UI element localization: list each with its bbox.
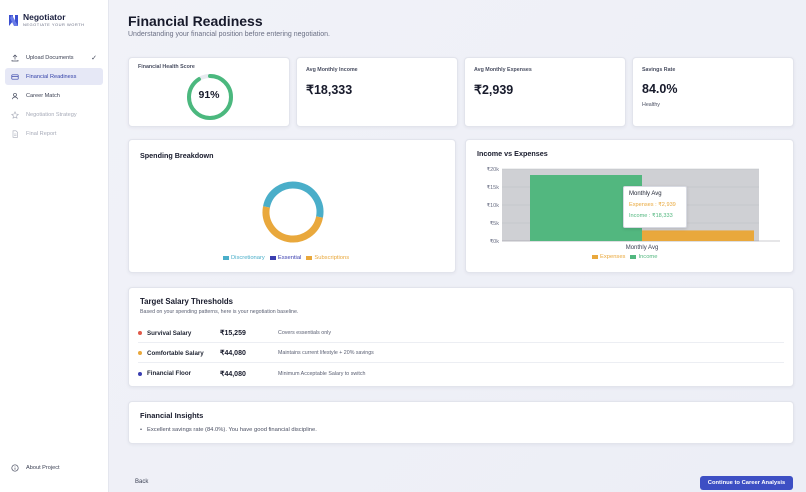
health-score-arc: [187, 74, 233, 120]
sidebar-item-label: Negotiation Strategy: [26, 111, 77, 118]
threshold-description: Minimum Acceptable Salary to switch: [278, 370, 366, 377]
income-card: Avg Monthly Income ₹18,333: [296, 57, 458, 127]
health-score-value: 91%: [198, 89, 220, 101]
card-icon: [11, 73, 19, 81]
spending-breakdown-card: Spending Breakdown Discretionary Essenti…: [128, 139, 456, 273]
back-button[interactable]: Back: [135, 479, 149, 485]
income-label: Avg Monthly Income: [306, 67, 358, 73]
legend-item-discretionary[interactable]: Discretionary: [223, 255, 265, 261]
main-content: Financial Readiness Understanding your f…: [109, 0, 806, 492]
sidebar-item-career-match[interactable]: Career Match: [5, 87, 103, 104]
page-subtitle: Understanding your financial position be…: [128, 31, 330, 38]
threshold-name: Survival Salary: [147, 329, 192, 337]
legend-item-income[interactable]: Income: [630, 254, 657, 260]
page-title: Financial Readiness: [128, 13, 263, 29]
savings-status: Healthy: [642, 102, 660, 108]
check-icon: ✓: [91, 54, 97, 62]
sidebar-item-label: Career Match: [26, 92, 60, 99]
thresholds-title: Target Salary Thresholds: [140, 297, 234, 306]
status-dot: [138, 331, 142, 335]
y-tick-label: ₹15k: [487, 184, 500, 191]
sidebar-item-financial-readiness[interactable]: Financial Readiness: [5, 68, 103, 85]
health-score-ring: [187, 74, 233, 120]
threshold-row-floor: Financial Floor ₹44,080 Minimum Acceptab…: [138, 364, 784, 383]
health-score-card: Financial Health Score 91%: [128, 57, 290, 127]
sidebar-nav: Upload Documents ✓ Financial Readiness C…: [5, 49, 103, 144]
expenses-label: Avg Monthly Expenses: [474, 67, 532, 73]
threshold-row-survival: Survival Salary ₹15,259 Covers essential…: [138, 324, 784, 343]
thresholds-subtitle: Based on your spending patterns, here is…: [140, 309, 299, 315]
brand-name: Negotiator: [23, 12, 66, 22]
y-tick-label: ₹0k: [490, 238, 500, 245]
tooltip-income: Income : ₹18,333: [629, 213, 673, 219]
brand[interactable]: Negotiator NEGOTIATE YOUR WORTH: [8, 12, 85, 28]
threshold-name: Financial Floor: [147, 370, 192, 377]
threshold-amount: ₹44,080: [220, 350, 246, 357]
legend-item-subscriptions[interactable]: Subscriptions: [306, 255, 349, 261]
chart-tooltip: Monthly Avg Expenses : ₹2,939 Income : ₹…: [623, 186, 687, 228]
user-icon: [11, 92, 19, 100]
document-icon: [11, 130, 19, 138]
info-icon: [11, 464, 19, 472]
insight-text: Excellent savings rate (84.0%). You have…: [147, 427, 317, 433]
threshold-amount: ₹44,080: [220, 370, 246, 378]
savings-card: Savings Rate 84.0% Healthy: [632, 57, 794, 127]
threshold-name: Comfortable Salary: [147, 349, 204, 357]
x-tick-label: Monthly Avg: [626, 245, 659, 251]
y-tick-label: ₹10k: [487, 202, 500, 209]
about-project-link[interactable]: About Project: [11, 464, 60, 472]
spending-donut-chart: [262, 181, 324, 243]
star-icon: [11, 110, 19, 119]
donut-slice-subscriptions: [262, 206, 323, 243]
sidebar-item-label: Upload Documents: [26, 54, 74, 61]
expenses-card: Avg Monthly Expenses ₹2,939: [464, 57, 626, 127]
about-project-label: About Project: [26, 465, 60, 471]
income-vs-expenses-title: Income vs Expenses: [477, 149, 548, 158]
salary-thresholds-card: Target Salary Thresholds Based on your s…: [128, 287, 794, 387]
status-dot: [138, 351, 142, 355]
financial-insights-card: Financial Insights • Excellent savings r…: [128, 401, 794, 444]
legend-item-expenses[interactable]: Expenses: [592, 254, 625, 260]
expenses-value: ₹2,939: [474, 83, 514, 97]
sidebar-item-label: Financial Readiness: [26, 73, 77, 80]
upload-icon: [11, 54, 19, 62]
savings-label: Savings Rate: [642, 67, 676, 73]
sidebar: Negotiator NEGOTIATE YOUR WORTH Upload D…: [0, 0, 109, 492]
continue-to-career-analysis-button[interactable]: Continue to Career Analysis: [700, 476, 793, 490]
health-score-label: Financial Health Score: [138, 64, 195, 70]
brand-tagline: NEGOTIATE YOUR WORTH: [23, 22, 85, 27]
y-tick-label: ₹20k: [487, 166, 500, 173]
legend-item-essential[interactable]: Essential: [269, 255, 301, 261]
insight-item: • Excellent savings rate (84.0%). You ha…: [140, 427, 317, 433]
spending-legend: Discretionary Essential Subscriptions: [223, 255, 349, 261]
sidebar-item-final-report[interactable]: Final Report: [5, 125, 103, 142]
status-dot: [138, 371, 142, 376]
spending-breakdown-title: Spending Breakdown: [140, 151, 214, 160]
sidebar-item-label: Final Report: [26, 130, 57, 137]
threshold-row-comfortable: Comfortable Salary ₹44,080 Maintains cur…: [138, 344, 784, 363]
savings-value: 84.0%: [642, 82, 678, 96]
bar-expenses: [642, 230, 754, 241]
bullet-icon: •: [140, 427, 143, 433]
donut-slice-discretionary: [263, 181, 324, 218]
income-expenses-legend: Expenses Income: [592, 254, 657, 260]
insights-title: Financial Insights: [140, 411, 204, 420]
income-vs-expenses-card: Income vs Expenses ₹20k ₹15k ₹10k ₹5k ₹0k Mon…: [465, 139, 794, 273]
tooltip-expenses: Expenses : ₹2,939: [629, 202, 676, 208]
income-value: ₹18,333: [306, 83, 353, 97]
threshold-description: Covers essentials only: [278, 330, 331, 336]
threshold-amount: ₹15,259: [220, 330, 246, 337]
threshold-description: Maintains current lifestyle + 20% saving…: [278, 350, 374, 356]
tooltip-title: Monthly Avg: [629, 191, 662, 197]
y-tick-label: ₹5k: [490, 220, 500, 227]
sidebar-item-negotiation-strategy[interactable]: Negotiation Strategy: [5, 106, 103, 123]
logo-icon: [9, 15, 18, 26]
sidebar-item-upload-documents[interactable]: Upload Documents ✓: [5, 49, 103, 66]
